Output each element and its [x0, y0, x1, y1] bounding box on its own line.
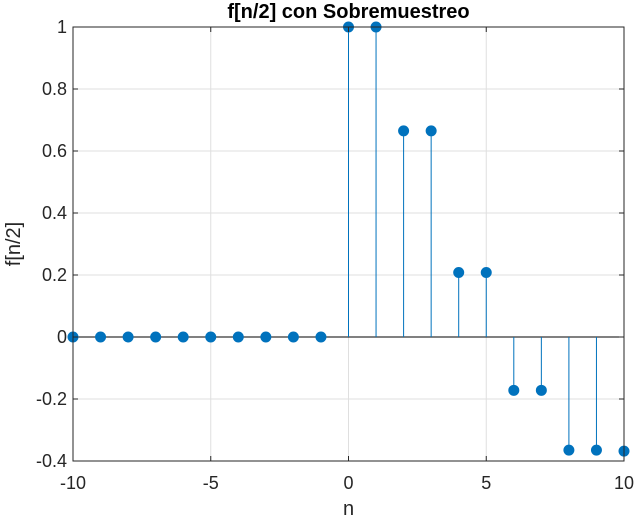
y-tick-label: 0.8 — [42, 79, 67, 99]
stem-marker — [535, 384, 547, 396]
stem-marker — [453, 267, 465, 279]
stem-marker — [177, 331, 189, 343]
x-tick-label: -5 — [203, 473, 219, 493]
stem-point — [535, 337, 547, 396]
stem-point — [453, 267, 465, 337]
stem-point — [232, 331, 244, 343]
y-tick-label: -0.2 — [36, 389, 67, 409]
stem-point — [177, 331, 189, 343]
stem-marker — [122, 331, 134, 343]
chart-title: f[n/2] con Sobremuestreo — [227, 1, 469, 23]
x-tick-label: 5 — [481, 473, 491, 493]
stem-marker — [563, 444, 575, 456]
stem-marker — [480, 267, 492, 279]
y-tick-label: 0.6 — [42, 141, 67, 161]
stem-marker — [95, 331, 107, 343]
y-tick-label: 0.4 — [42, 203, 67, 223]
stem-point — [563, 337, 575, 456]
x-tick-label: 0 — [343, 473, 353, 493]
stem-marker — [260, 331, 272, 343]
y-tick-label: 1 — [57, 17, 67, 37]
stem-point — [590, 337, 602, 456]
stem-point — [205, 331, 217, 343]
stem-marker — [205, 331, 217, 343]
y-tick-label: 0.2 — [42, 265, 67, 285]
stem-point — [398, 125, 410, 337]
y-axis-label: f[n/2] — [3, 222, 25, 266]
y-tick-label: 0 — [57, 327, 67, 347]
stem-point — [425, 125, 437, 337]
stem-marker — [590, 444, 602, 456]
stem-marker — [232, 331, 244, 343]
stem-marker — [150, 331, 162, 343]
stem-point — [315, 331, 327, 343]
x-axis-label: n — [343, 498, 354, 519]
stem-point — [480, 267, 492, 337]
stem-point — [122, 331, 134, 343]
stem-point — [150, 331, 162, 343]
stem-point — [260, 331, 272, 343]
x-tick-label: -10 — [60, 473, 86, 493]
stem-point — [95, 331, 107, 343]
stem-marker — [508, 384, 520, 396]
stem-marker — [315, 331, 327, 343]
y-tick-label: -0.4 — [36, 451, 67, 471]
stem-point — [508, 337, 520, 396]
stem-marker — [287, 331, 299, 343]
x-tick-label: 10 — [614, 473, 634, 493]
stem-marker — [398, 125, 410, 137]
axis-ticks: -10 -5 0 5 10 -0.4 -0.2 0 0.2 0.4 0.6 0.8 1 — [36, 17, 634, 493]
stem-marker — [425, 125, 437, 137]
stem-point — [287, 331, 299, 343]
